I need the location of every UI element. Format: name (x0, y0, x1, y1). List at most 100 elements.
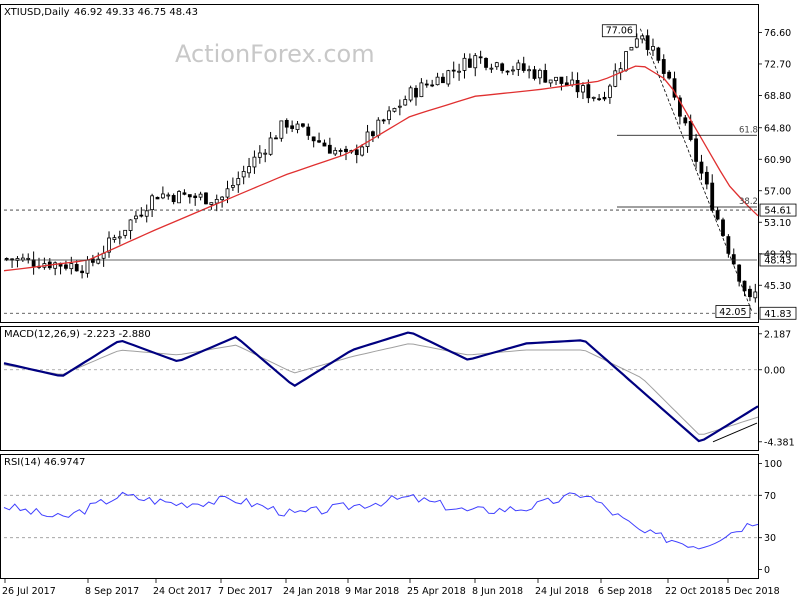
candle-up (263, 152, 268, 155)
candle-down (661, 59, 666, 74)
rsi-panel (0, 454, 759, 579)
candle-up (489, 67, 494, 70)
level-label: 54.61 (764, 206, 791, 217)
candle-down (274, 137, 278, 140)
candle-up (198, 193, 203, 198)
candle-down (731, 254, 736, 265)
rsi-tick-label: 0 (764, 565, 770, 576)
candle-down (182, 192, 187, 195)
candle-up (753, 291, 758, 299)
candle-down (193, 195, 198, 199)
candle-down (742, 280, 747, 292)
candle-up (96, 258, 101, 264)
candle-up (581, 85, 585, 93)
candle-up (252, 156, 257, 168)
candle-down (204, 192, 208, 205)
candle-up (241, 171, 246, 178)
candle-up (117, 236, 122, 239)
candle-down (667, 71, 672, 79)
candle-down (451, 69, 456, 72)
macd-tick-label: -4.381 (764, 437, 795, 448)
candle-down (90, 258, 95, 263)
fib-label: 38.2 (739, 197, 758, 207)
candle-up (257, 152, 262, 158)
candle-up (247, 166, 251, 174)
y-tick-label: 76.60 (764, 28, 791, 39)
candle-down (371, 131, 375, 137)
candle-up (607, 85, 612, 98)
x-tick-label: 9 Mar 2018 (345, 586, 399, 597)
x-tick-label: 22 Oct 2018 (665, 586, 724, 597)
x-tick-label: 8 Sep 2017 (85, 586, 139, 597)
y-tick-label: 72.70 (764, 59, 791, 70)
candle-down (284, 119, 289, 128)
candle-down (290, 125, 295, 129)
candle-down (354, 149, 359, 156)
candle-down (187, 194, 192, 198)
candle-up (473, 55, 478, 69)
x-tick-label: 24 Jul 2018 (535, 586, 589, 597)
candle-down (344, 148, 348, 153)
candle-up (112, 237, 117, 240)
candle-down (301, 123, 305, 127)
x-tick-label: 8 Jun 2018 (472, 586, 523, 597)
x-tick-label: 6 Sep 2018 (598, 586, 652, 597)
candle-up (150, 195, 155, 211)
candle-down (726, 236, 731, 254)
candle-down (414, 87, 418, 98)
y-tick-label: 49.20 (764, 249, 791, 260)
candle-up (214, 198, 219, 204)
candle-down (721, 219, 725, 236)
candle-up (457, 70, 461, 73)
candle-up (53, 262, 58, 269)
x-tick-label: 24 Jan 2018 (283, 586, 340, 597)
candle-down (704, 171, 709, 185)
candle-up (613, 70, 618, 87)
x-tick-label: 25 Apr 2018 (407, 586, 466, 597)
candle-up (387, 110, 391, 121)
candle-down (139, 214, 144, 217)
rsi-title: RSI(14) 46.9747 (4, 457, 85, 468)
level-label: 41.83 (764, 309, 791, 320)
candle-up (177, 191, 181, 204)
candle-up (268, 137, 273, 155)
symbol-label: XTIUSD,Daily (4, 7, 70, 18)
level-label: 48.43 (764, 255, 791, 266)
candle-down (597, 98, 602, 101)
candle-up (403, 99, 408, 106)
candle-up (527, 69, 532, 72)
candle-up (408, 87, 413, 101)
candle-down (80, 270, 84, 274)
candle-up (494, 62, 499, 68)
candle-up (651, 46, 655, 51)
rsi-line (3, 491, 759, 550)
macd-signal-line (3, 343, 759, 435)
candle-down (683, 117, 688, 124)
candle-down (74, 264, 79, 272)
candle-up (220, 196, 225, 201)
x-tick-label: 26 Jul 2017 (2, 586, 56, 597)
x-tick-label: 24 Oct 2017 (153, 586, 212, 597)
candle-up (230, 185, 235, 188)
candle-down (710, 182, 715, 211)
price-panel (0, 4, 759, 323)
macd-tick-label: 2.187 (764, 329, 791, 340)
candle-down (424, 83, 429, 86)
candle-down (602, 96, 607, 100)
candle-down (327, 144, 332, 154)
candle-down (559, 76, 564, 84)
candle-up (640, 35, 645, 40)
candle-down (699, 161, 704, 174)
candle-down (500, 63, 505, 71)
candle-down (338, 150, 343, 152)
level-tag (759, 306, 797, 320)
candle-up (166, 194, 171, 197)
candle-up (516, 62, 521, 70)
candle-down (311, 136, 316, 142)
candle-up (15, 258, 20, 261)
candle-up (570, 79, 575, 86)
candle-up (134, 215, 138, 220)
trend-dashed-line (639, 28, 753, 312)
y-tick-label: 68.80 (764, 91, 791, 102)
